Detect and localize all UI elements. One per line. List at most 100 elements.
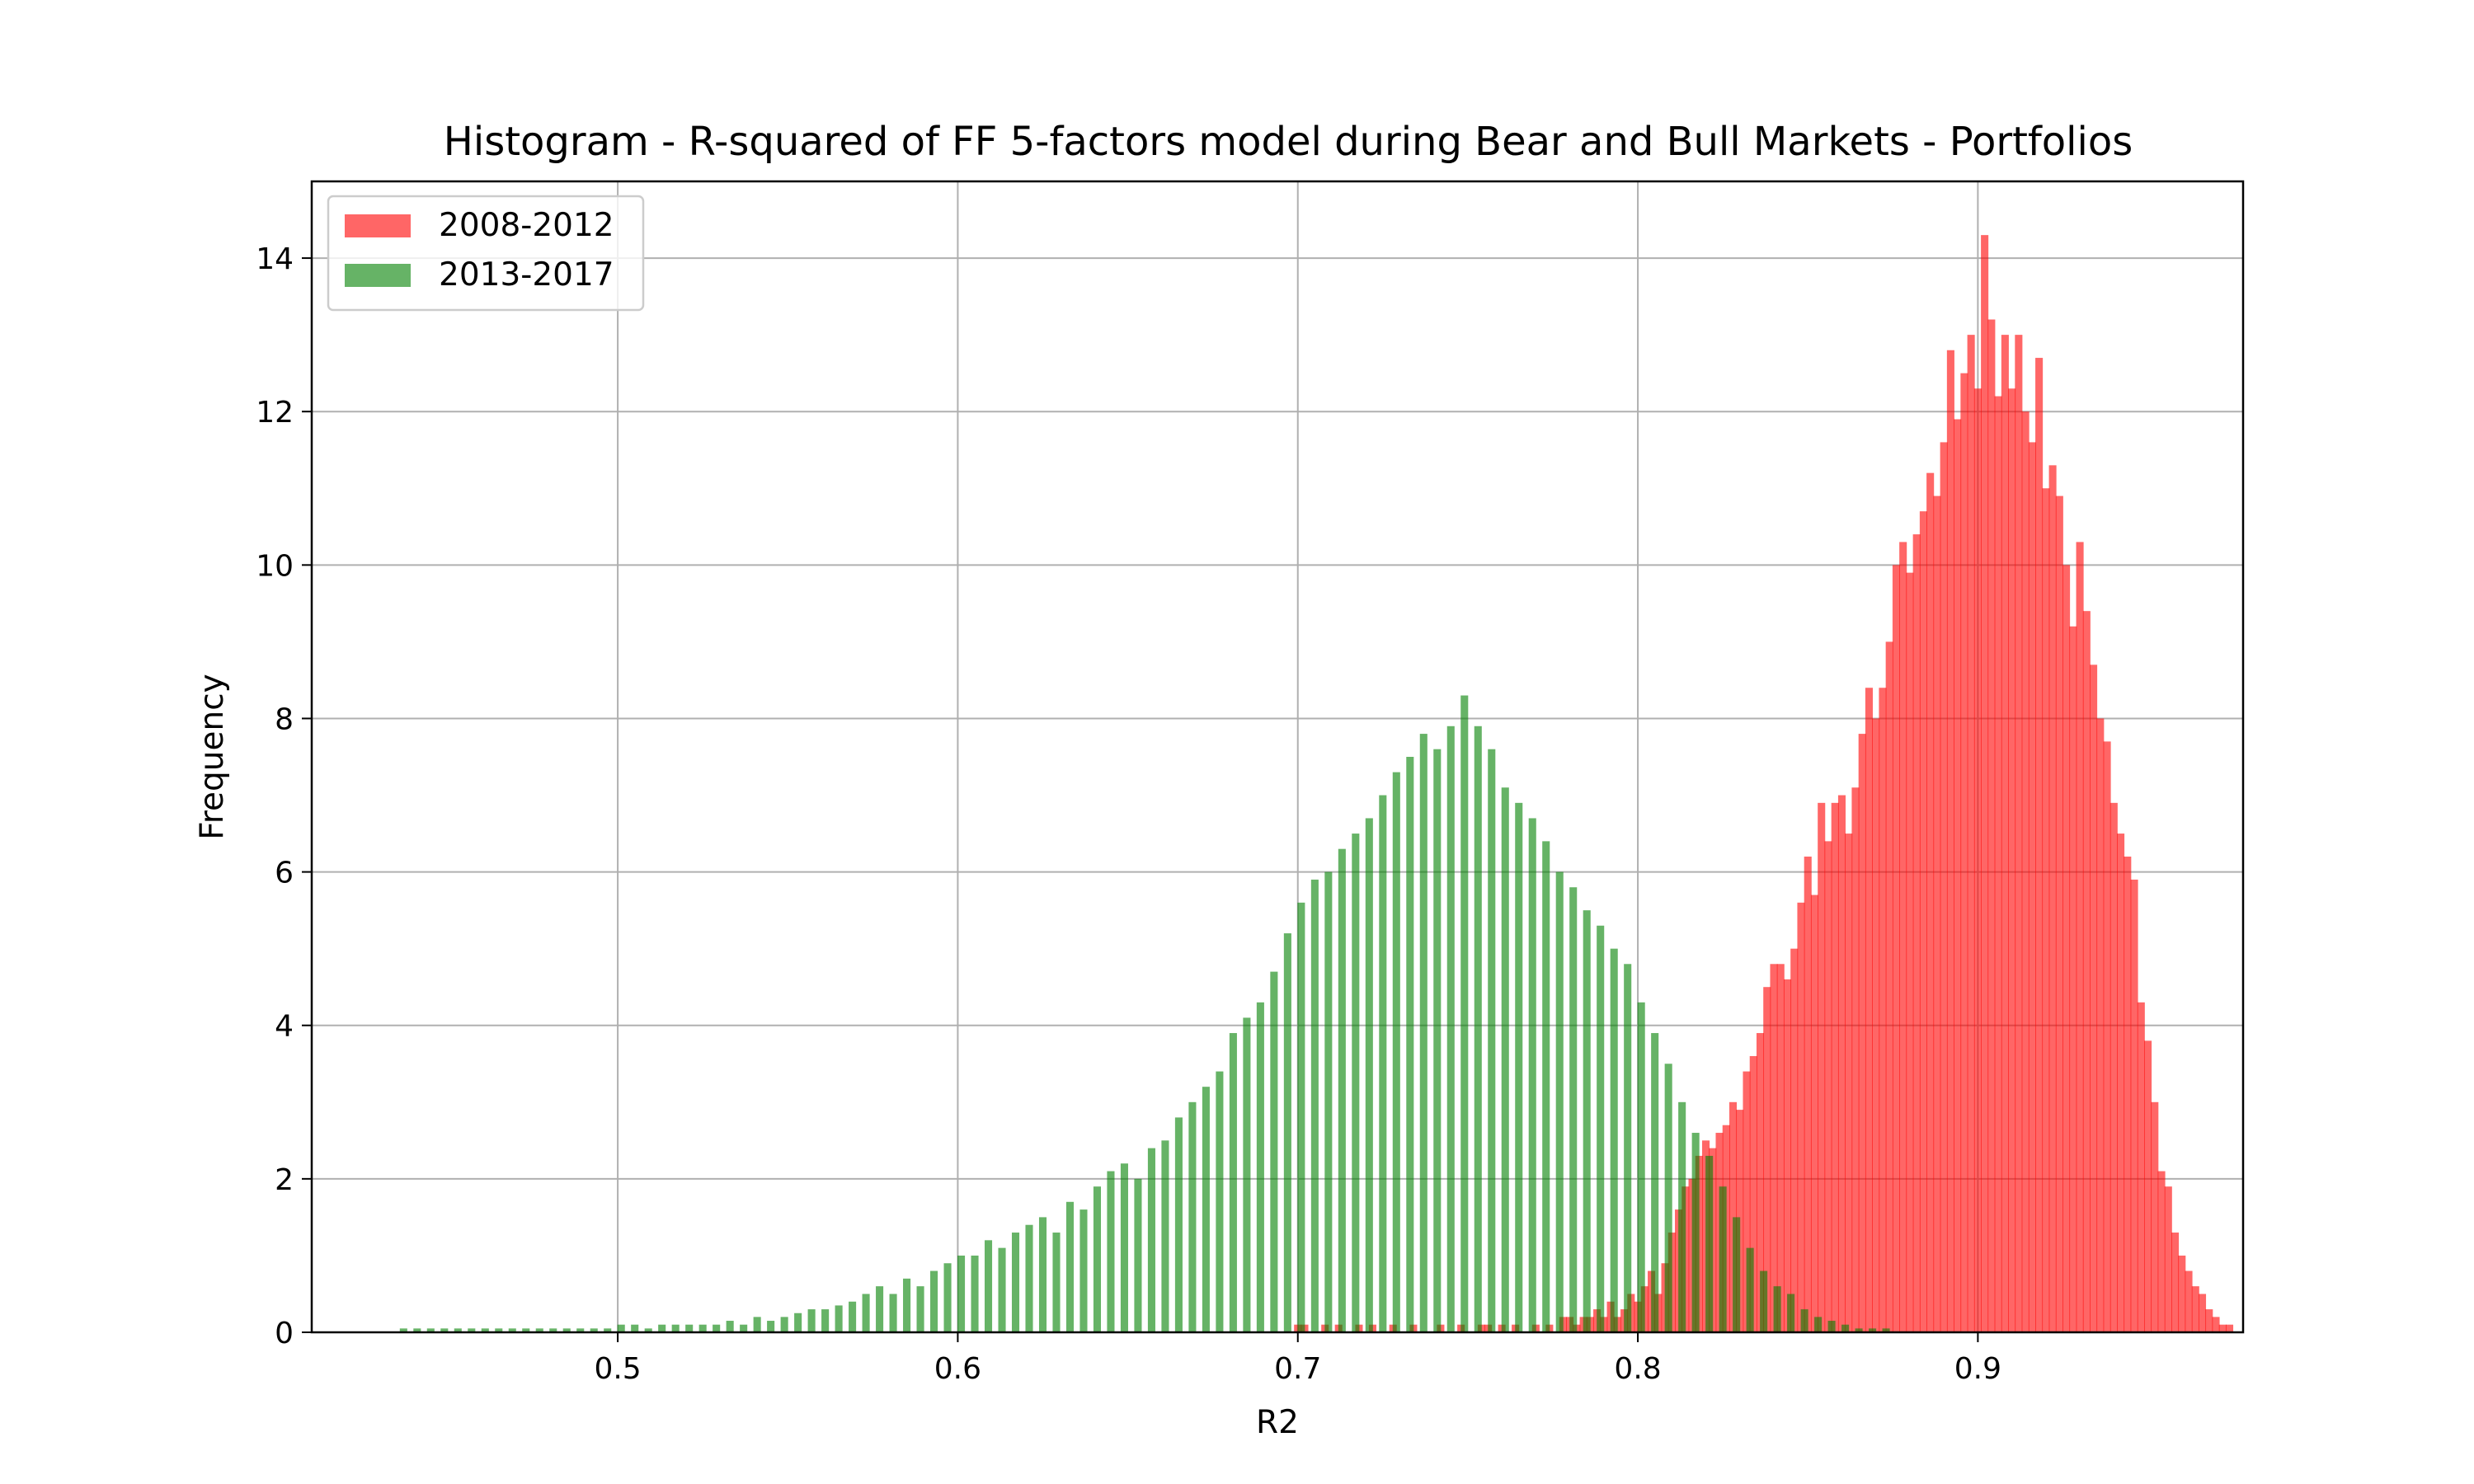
histogram-bar — [1406, 757, 1414, 1332]
histogram-bar — [1824, 841, 1832, 1332]
histogram-bar — [1882, 1328, 1890, 1332]
histogram-bar — [2137, 1002, 2145, 1332]
histogram-bar — [535, 1328, 543, 1332]
histogram-bar — [2042, 488, 2050, 1332]
series-2013-2017 — [399, 695, 1890, 1332]
histogram-bar — [2171, 1233, 2180, 1332]
histogram-bar — [2164, 1186, 2172, 1332]
histogram-bar — [1733, 1217, 1741, 1332]
histogram-bar — [1705, 1155, 1714, 1332]
histogram-bar — [780, 1317, 788, 1332]
histogram-bar — [1256, 1002, 1264, 1332]
histogram-bar — [740, 1324, 748, 1332]
histogram-bar — [1872, 718, 1880, 1332]
histogram-bar — [889, 1294, 897, 1332]
histogram-bar — [1202, 1087, 1210, 1332]
histogram-bar — [1906, 572, 1914, 1332]
histogram-bar — [1940, 442, 1948, 1332]
histogram-bar — [468, 1328, 476, 1332]
histogram-bar — [1841, 1324, 1850, 1332]
histogram-bar — [1790, 948, 1799, 1332]
histogram-bar — [794, 1313, 802, 1332]
histogram-bar — [1967, 335, 1975, 1333]
histogram-bar — [1879, 688, 1887, 1332]
histogram-bar — [1787, 1294, 1795, 1332]
plot-area-frame — [310, 180, 2245, 1334]
histogram-bar — [916, 1286, 924, 1332]
histogram-bar — [2191, 1286, 2199, 1332]
histogram-bar — [508, 1328, 516, 1332]
histogram-bar — [971, 1255, 979, 1332]
histogram-bar — [1749, 1055, 1757, 1332]
histogram-bar — [713, 1324, 721, 1332]
histogram-bar — [1960, 373, 1968, 1333]
histogram-bar — [1025, 1224, 1033, 1332]
y-tick-label: 14 — [256, 242, 294, 276]
histogram-bar — [1912, 534, 1921, 1332]
histogram-bar — [1743, 1071, 1751, 1332]
histogram-bar — [631, 1324, 639, 1332]
histogram-bar — [1501, 787, 1509, 1332]
histogram-bar — [1038, 1217, 1047, 1332]
histogram-bar — [1555, 871, 1564, 1332]
histogram-bar — [1851, 787, 1860, 1332]
histogram-bar — [1933, 495, 1941, 1332]
histogram-bar — [1869, 1328, 1877, 1332]
histogram-bar — [1107, 1171, 1115, 1332]
histogram-bar — [604, 1328, 612, 1332]
histogram-bar — [1419, 734, 1427, 1332]
histogram-bar — [1776, 964, 1785, 1332]
histogram-bar — [1065, 1201, 1075, 1332]
histogram-bar — [1079, 1209, 1088, 1332]
histogram-bar — [1379, 795, 1387, 1332]
histogram-bar — [2124, 856, 2132, 1332]
histogram-bar — [2082, 611, 2091, 1332]
histogram-bar — [698, 1324, 707, 1332]
histogram-bar — [1297, 902, 1305, 1332]
histogram-bar — [2130, 879, 2138, 1332]
histogram-bar — [1052, 1233, 1061, 1332]
histogram-bar — [1899, 542, 1907, 1332]
histogram-bar — [399, 1328, 407, 1332]
histogram-bar — [1719, 1186, 1727, 1332]
histogram-bar — [1310, 879, 1319, 1332]
histogram-bar — [1691, 1133, 1700, 1332]
histogram-bar — [426, 1328, 435, 1332]
histogram-bar — [1837, 795, 1846, 1332]
histogram-bar — [1161, 1140, 1169, 1332]
histogram-bar — [1188, 1101, 1197, 1332]
histogram-bar — [2008, 388, 2016, 1332]
histogram-bar — [767, 1321, 775, 1332]
histogram-bar — [1855, 1328, 1863, 1332]
histogram-bar — [1678, 1101, 1686, 1332]
histogram-bar — [1338, 848, 1346, 1332]
histogram-bar — [1954, 419, 1962, 1333]
histogram-bar — [1987, 319, 1996, 1332]
histogram-bar — [1756, 1033, 1765, 1332]
histogram-bar — [671, 1324, 680, 1332]
histogram-bar — [440, 1328, 449, 1332]
histogram-bar — [943, 1263, 952, 1332]
histogram-bar — [862, 1294, 870, 1332]
histogram-bar — [2035, 358, 2044, 1332]
histogram-bar — [2144, 1040, 2152, 1332]
histogram-bar — [522, 1328, 530, 1332]
histogram-bar — [1831, 802, 1839, 1332]
x-tick-label: 0.5 — [594, 1352, 641, 1386]
histogram-bar — [1885, 641, 1893, 1332]
histogram-bar — [2055, 495, 2063, 1332]
histogram-bar — [1229, 1033, 1237, 1332]
histogram-bar — [957, 1255, 966, 1332]
legend-label-2013-2017: 2013-2017 — [439, 256, 614, 294]
histogram-bar — [1352, 834, 1360, 1332]
legend-swatch-2008-2012 — [345, 214, 411, 237]
legend-label-2008-2012: 2008-2012 — [439, 207, 614, 244]
histogram-bar — [1814, 1317, 1823, 1332]
histogram-bar — [495, 1328, 503, 1332]
histogram-bar — [2103, 741, 2111, 1332]
histogram-bar — [1365, 818, 1373, 1332]
histogram-bar — [1174, 1117, 1183, 1332]
histogram-bar — [835, 1305, 843, 1332]
histogram-bar — [807, 1309, 816, 1332]
histogram-bar — [1460, 695, 1469, 1332]
